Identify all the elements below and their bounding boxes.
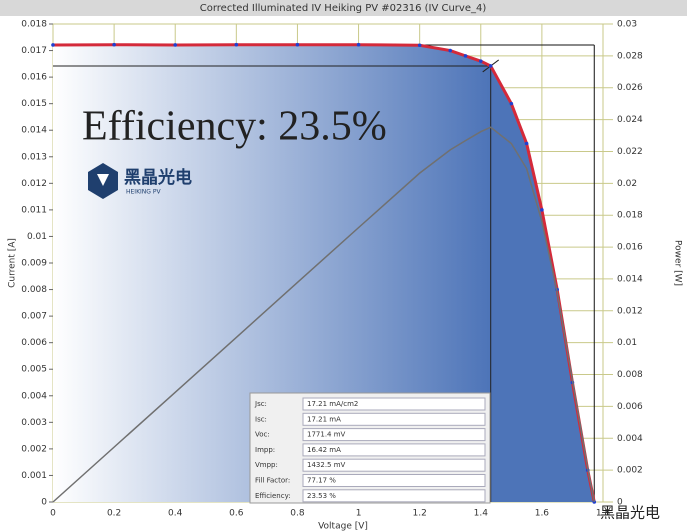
result-value: 1771.4 mV (307, 431, 346, 439)
y2-axis-label: Power [W] (673, 240, 683, 286)
logo-icon-inner (97, 174, 109, 186)
data-point (448, 48, 453, 53)
result-field (302, 397, 486, 411)
data-point (173, 43, 178, 47)
y-tick-label: 0.008 (21, 285, 47, 295)
data-point (234, 42, 239, 47)
efficiency-annotation: Efficiency: 23.5% (82, 104, 387, 150)
x-tick-label: 0.6 (229, 509, 244, 519)
y2-tick-label: 0.012 (617, 306, 643, 316)
x-tick-label: 1.8 (596, 509, 611, 519)
y-tick-label: 0.016 (21, 73, 47, 83)
x-tick-label: 0.4 (168, 509, 183, 519)
data-point (509, 101, 514, 106)
data-point (356, 42, 361, 47)
y-tick-label: 0.012 (21, 179, 47, 189)
result-field (302, 443, 486, 457)
result-label: Voc: (255, 431, 270, 439)
y2-tick-label: 0.02 (617, 179, 637, 189)
title-bar (0, 0, 687, 16)
result-value: 77.17 % (307, 477, 336, 485)
logo-sub: HEIKING PV (126, 189, 161, 196)
result-field (302, 474, 486, 487)
result-label: Fill Factor: (255, 477, 290, 485)
series-line (52, 126, 595, 503)
data-point (488, 64, 493, 68)
y2-tick-label: 0.004 (617, 434, 643, 444)
x-tick-label: 1.4 (474, 509, 489, 519)
y-tick-label: 0.006 (21, 338, 47, 348)
y-tick-label: 0.018 (21, 20, 47, 30)
y-tick-label: 0.014 (21, 126, 47, 136)
result-field (302, 489, 486, 503)
x-tick-label: 0 (50, 509, 56, 519)
y2-tick-label: 0.024 (617, 115, 643, 125)
result-value: 17.21 mA (307, 415, 341, 423)
x-axis-label: Voltage [V] (318, 522, 368, 532)
result-field (302, 428, 486, 442)
y-tick-label: 0.013 (21, 152, 47, 162)
y-tick-label: 0.011 (21, 205, 47, 215)
y-tick-label: 0 (41, 498, 47, 508)
result-label: Isc: (255, 415, 267, 423)
y-tick-label: 0.009 (21, 259, 47, 269)
y-tick-label: 0.001 (21, 471, 47, 481)
y-tick-label: 0.005 (21, 365, 47, 375)
logo-name: 黑晶光电 (124, 167, 192, 188)
x-tick-label: 0.8 (290, 509, 305, 519)
iv-area (53, 44, 595, 503)
chart-title: Corrected Illuminated IV Heiking PV #023… (200, 3, 487, 14)
data-point (478, 59, 483, 63)
x-tick-label: 1.2 (413, 509, 427, 519)
y2-tick-label: 0.002 (617, 466, 643, 476)
y2-tick-label: 0.006 (617, 402, 643, 412)
logo: 黑晶光电 HEIKING PV (88, 163, 192, 199)
data-point (112, 42, 116, 47)
watermark: 黑晶光电 (600, 504, 660, 522)
y2-tick-label: 0.022 (617, 147, 643, 157)
result-value: 1432.5 mV (307, 461, 346, 469)
y-tick-label: 0.015 (21, 99, 47, 109)
y2-tick-label: 0.008 (617, 370, 643, 380)
result-label: Jsc: (254, 400, 267, 408)
y-tick-label: 0.007 (21, 312, 47, 322)
data-point (417, 43, 422, 48)
y-tick-label: 0.017 (21, 46, 47, 56)
y2-tick-label: 0.026 (617, 83, 643, 93)
y-tick-label: 0.002 (21, 444, 47, 454)
y-tick-label: 0.003 (21, 418, 47, 428)
y2-tick-label: 0.028 (617, 51, 643, 61)
y-axis-label: Current [A] (8, 238, 18, 288)
result-value: 17.21 mA/cm2 (307, 400, 358, 408)
y2-tick-label: 0.01 (617, 338, 637, 348)
x-tick-label: 1.6 (535, 509, 550, 519)
y2-tick-label: 0.014 (617, 274, 643, 284)
result-field (302, 458, 486, 472)
result-value: 16.42 mA (307, 446, 341, 454)
data-point (463, 54, 468, 58)
x-tick-label: 1 (356, 509, 362, 519)
y-tick-label: 0.01 (27, 232, 47, 242)
result-label: Efficiency: (255, 492, 291, 500)
x-tick-label: 0.2 (107, 509, 121, 519)
y2-tick-label: 0 (617, 498, 623, 508)
y2-tick-label: 0.018 (617, 211, 643, 221)
result-label: Impp: (255, 446, 275, 454)
result-value: 23.53 % (307, 492, 336, 500)
data-point (540, 208, 544, 212)
data-point (524, 141, 529, 146)
y-tick-label: 0.004 (21, 391, 47, 401)
result-label: Vmpp: (255, 461, 278, 469)
result-field (302, 412, 486, 426)
data-point (51, 43, 55, 47)
data-point (295, 42, 300, 47)
y2-tick-label: 0.016 (617, 243, 643, 253)
y2-tick-label: 0.03 (617, 20, 637, 30)
